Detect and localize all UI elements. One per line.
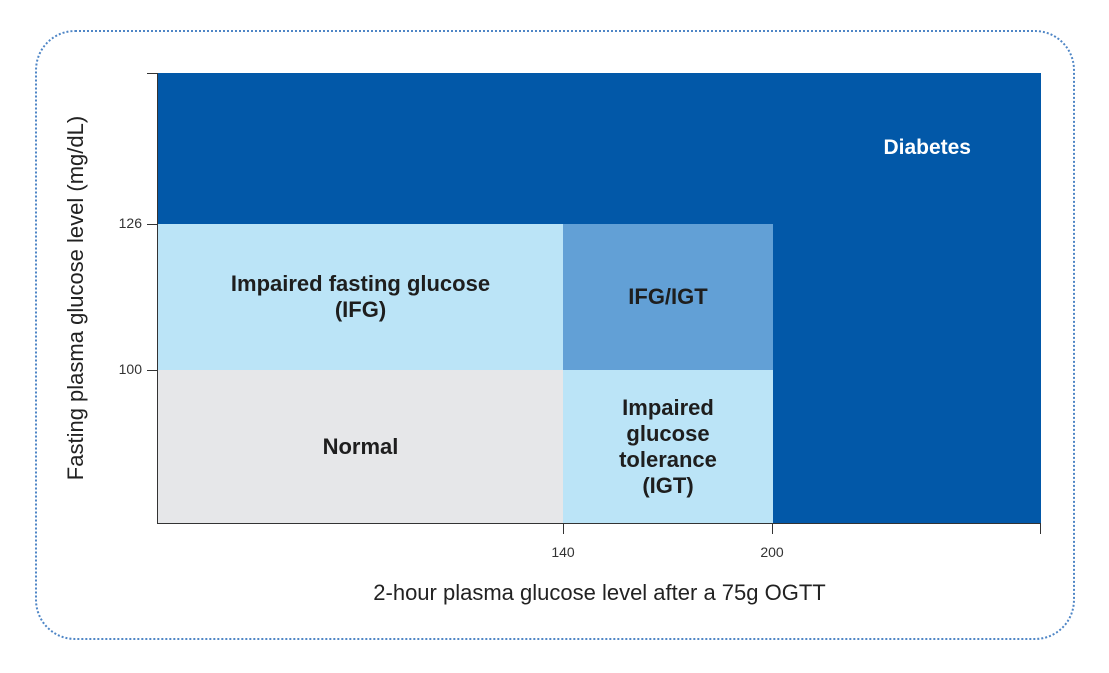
- x-tick-200: [772, 524, 773, 534]
- x-axis-title: 2-hour plasma glucose level after a 75g …: [373, 580, 826, 605]
- y-tick-126: [147, 224, 157, 225]
- region-normal: Normal: [158, 370, 563, 524]
- region-impaired-glucose-tolerance: Impaired glucose tolerance (IGT): [563, 370, 773, 524]
- region-diabetes-label: Diabetes: [883, 136, 971, 159]
- y-tick-label-126: 126: [118, 215, 142, 231]
- x-tick-140: [563, 524, 564, 534]
- y-axis-title: Fasting plasma glucose level (mg/dL): [63, 115, 88, 481]
- region-ifg-label: Impaired fasting glucose (IFG): [230, 271, 491, 322]
- region-igt-label: Impaired glucose tolerance (IGT): [619, 395, 717, 498]
- region-impaired-fasting-glucose: Impaired fasting glucose (IFG): [158, 224, 563, 370]
- region-ifg-igt-label: IFG/IGT: [628, 284, 708, 310]
- y-tick-label-100: 100: [118, 361, 142, 377]
- x-tick-label-140: 140: [551, 544, 575, 560]
- dotted-frame: [35, 30, 1075, 640]
- y-tick-100: [147, 370, 157, 371]
- x-axis-end-tick: [1040, 524, 1041, 534]
- x-tick-label-200: 200: [760, 544, 784, 560]
- y-axis-top-tick: [147, 73, 157, 74]
- x-axis-line: [157, 523, 1041, 524]
- region-normal-label: Normal: [322, 434, 399, 460]
- region-ifg-igt: IFG/IGT: [563, 224, 773, 370]
- y-axis-line: [157, 73, 158, 524]
